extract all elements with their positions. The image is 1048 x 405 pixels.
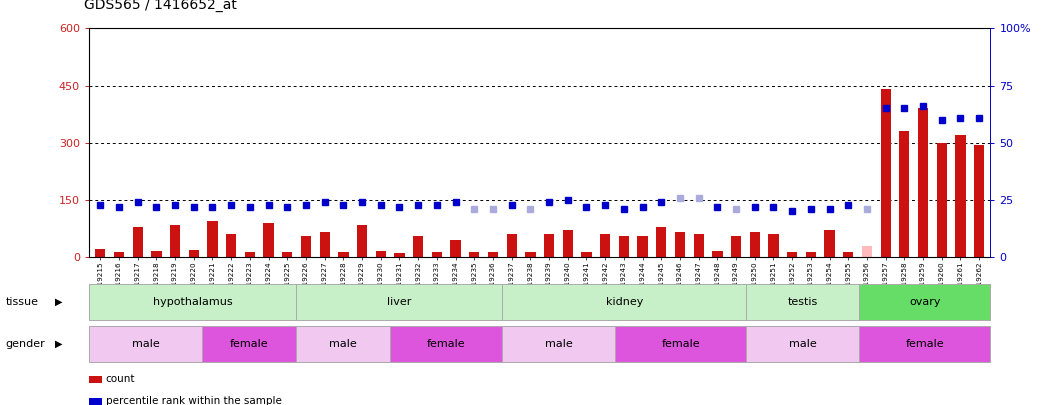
Bar [713,251,722,257]
Bar [301,236,311,257]
Bar [487,252,498,257]
Text: hypothalamus: hypothalamus [153,297,233,307]
Bar [899,131,910,257]
Bar [339,252,349,257]
Text: testis: testis [787,297,817,307]
Bar [601,234,610,257]
Bar [937,143,947,257]
Bar [656,227,667,257]
Text: male: male [545,339,572,349]
Bar [918,109,929,257]
Bar [806,252,816,257]
Bar [151,251,161,257]
Bar [89,326,201,362]
Text: liver: liver [387,297,411,307]
Bar [618,236,629,257]
Bar [544,234,554,257]
Bar [208,221,218,257]
Bar [637,236,648,257]
Bar [859,284,990,320]
Bar [746,326,859,362]
Bar [861,246,872,257]
Bar [502,284,746,320]
Bar [675,232,685,257]
Bar [296,326,390,362]
Text: female: female [427,339,465,349]
Text: percentile rank within the sample: percentile rank within the sample [106,396,282,405]
Bar [582,252,592,257]
Bar [746,284,859,320]
Bar [615,326,746,362]
Bar [89,284,296,320]
Bar [413,236,423,257]
Bar [768,234,779,257]
Bar [749,232,760,257]
Bar [226,234,237,257]
Bar [825,230,834,257]
Bar [114,252,124,257]
Text: female: female [661,339,700,349]
Bar [859,326,990,362]
Text: male: male [789,339,816,349]
Bar [245,252,255,257]
Bar [132,227,143,257]
Bar [787,252,798,257]
Bar [170,225,180,257]
Text: count: count [106,374,135,384]
Bar [563,230,573,257]
Text: male: male [132,339,159,349]
Text: ovary: ovary [909,297,940,307]
Text: female: female [905,339,944,349]
Text: tissue: tissue [5,297,38,307]
Bar [956,135,965,257]
Text: male: male [329,339,356,349]
Bar [263,223,274,257]
Bar [730,236,741,257]
Text: female: female [230,339,268,349]
Bar [880,90,891,257]
Bar [357,225,367,257]
Bar [432,252,442,257]
Bar [525,252,536,257]
Bar [89,398,102,405]
Bar [375,252,386,257]
Bar [189,249,199,257]
Text: ▶: ▶ [54,339,62,349]
Bar [843,252,853,257]
Bar [320,232,330,257]
Bar [201,326,296,362]
Text: GDS565 / 1416652_at: GDS565 / 1416652_at [84,0,237,12]
Bar [506,234,517,257]
Bar [974,145,984,257]
Text: gender: gender [5,339,45,349]
Text: ▶: ▶ [54,297,62,307]
Bar [390,326,502,362]
Bar [282,252,292,257]
Bar [89,375,102,383]
Bar [394,253,405,257]
Bar [95,249,106,257]
Bar [502,326,615,362]
Bar [296,284,502,320]
Bar [451,240,461,257]
Bar [470,252,479,257]
Text: kidney: kidney [606,297,642,307]
Bar [694,234,704,257]
